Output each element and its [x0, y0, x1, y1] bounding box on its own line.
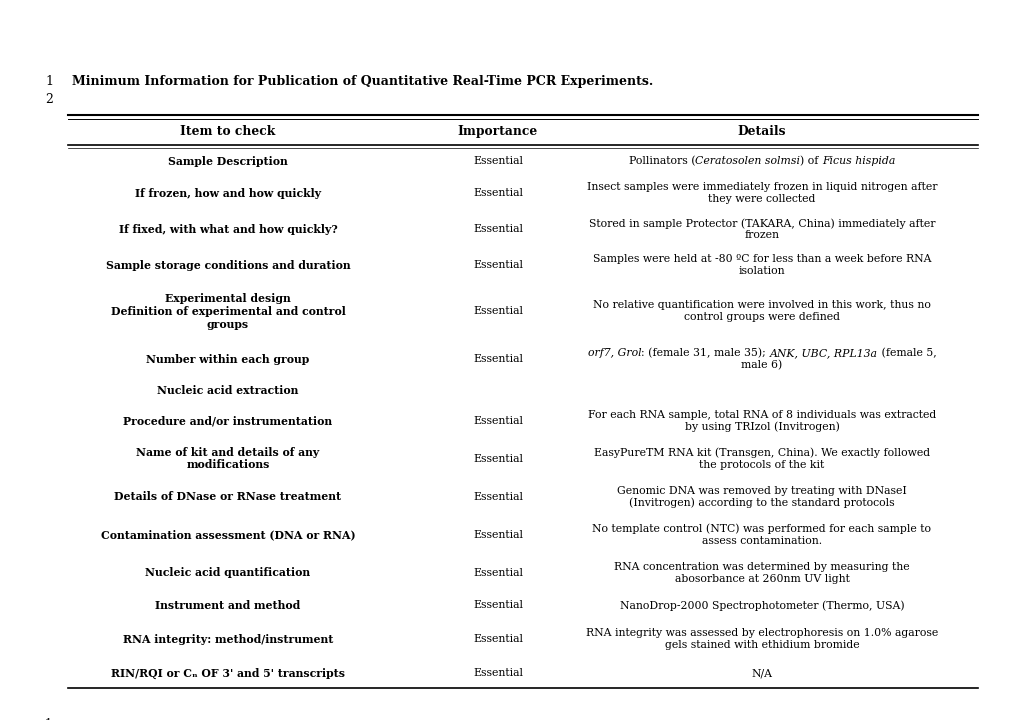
Text: Procedure and/or instrumentation: Procedure and/or instrumentation — [123, 415, 332, 426]
Text: Sample Description: Sample Description — [168, 156, 287, 167]
Text: the protocols of the kit: the protocols of the kit — [699, 459, 823, 469]
Text: Instrument and method: Instrument and method — [155, 600, 301, 611]
Text: Minimum Information for Publication of Quantitative Real-Time PCR Experiments.: Minimum Information for Publication of Q… — [72, 75, 652, 88]
Text: Details: Details — [737, 125, 786, 138]
Text: Essential: Essential — [473, 600, 523, 611]
Text: Nucleic acid quantification: Nucleic acid quantification — [146, 567, 310, 578]
Text: Essential: Essential — [473, 354, 523, 364]
Text: : (female 31, male 35);: : (female 31, male 35); — [641, 348, 768, 359]
Text: RIN/RQI or Cₙ OF 3' and 5' transcripts: RIN/RQI or Cₙ OF 3' and 5' transcripts — [111, 668, 344, 679]
Text: Essential: Essential — [473, 156, 523, 166]
Text: Details of DNase or RNase treatment: Details of DNase or RNase treatment — [114, 491, 341, 502]
Text: Nucleic acid extraction: Nucleic acid extraction — [157, 385, 299, 396]
Text: Genomic DNA was removed by treating with DNaseI: Genomic DNA was removed by treating with… — [616, 485, 906, 495]
Text: Essential: Essential — [473, 454, 523, 464]
Text: Stored in sample Protector (TAKARA, China) immediately after: Stored in sample Protector (TAKARA, Chin… — [588, 218, 934, 229]
Text: Essential: Essential — [473, 668, 523, 678]
Text: For each RNA sample, total RNA of 8 individuals was extracted: For each RNA sample, total RNA of 8 indi… — [587, 410, 935, 420]
Text: gels stained with ethidium bromide: gels stained with ethidium bromide — [664, 641, 858, 650]
Text: 1: 1 — [45, 718, 52, 720]
Text: 1: 1 — [45, 75, 53, 88]
Text: Insect samples were immediately frozen in liquid nitrogen after: Insect samples were immediately frozen i… — [586, 182, 936, 192]
Text: (female 5,: (female 5, — [876, 348, 935, 359]
Text: frozen: frozen — [744, 230, 779, 240]
Text: Essential: Essential — [473, 415, 523, 426]
Text: abosorbance at 260nm UV light: abosorbance at 260nm UV light — [674, 574, 849, 583]
Text: If fixed, with what and how quickly?: If fixed, with what and how quickly? — [118, 224, 337, 235]
Text: Ficus hispida: Ficus hispida — [821, 156, 895, 166]
Text: Contamination assessment (DNA or RNA): Contamination assessment (DNA or RNA) — [101, 529, 355, 540]
Text: isolation: isolation — [738, 266, 785, 276]
Text: RNA integrity was assessed by electrophoresis on 1.0% agarose: RNA integrity was assessed by electropho… — [585, 629, 937, 639]
Text: No template control (NTC) was performed for each sample to: No template control (NTC) was performed … — [592, 523, 930, 534]
Text: assess contamination.: assess contamination. — [701, 536, 821, 546]
Text: Sample storage conditions and duration: Sample storage conditions and duration — [106, 260, 350, 271]
Text: they were collected: they were collected — [707, 194, 815, 204]
Text: NanoDrop-2000 Spectrophotometer (Thermo, USA): NanoDrop-2000 Spectrophotometer (Thermo,… — [620, 600, 904, 611]
Text: Samples were held at -80 ºC for less than a week before RNA: Samples were held at -80 ºC for less tha… — [592, 254, 930, 264]
Text: N/A: N/A — [751, 668, 771, 678]
Text: Essential: Essential — [473, 492, 523, 502]
Text: Importance: Importance — [458, 125, 538, 138]
Text: Essential: Essential — [473, 567, 523, 577]
Text: Essential: Essential — [473, 189, 523, 199]
Text: 2: 2 — [45, 93, 53, 106]
Text: ANK, UBC, RPL13a: ANK, UBC, RPL13a — [768, 348, 876, 359]
Text: Ceratosolen solmsi: Ceratosolen solmsi — [695, 156, 799, 166]
Text: by using TRIzol (Invitrogen): by using TRIzol (Invitrogen) — [684, 421, 839, 432]
Text: EasyPureTM RNA kit (Transgen, China). We exactly followed: EasyPureTM RNA kit (Transgen, China). We… — [593, 447, 929, 458]
Text: RNA integrity: method/instrument: RNA integrity: method/instrument — [122, 634, 333, 645]
Text: ) of: ) of — [799, 156, 821, 166]
Text: Essential: Essential — [473, 261, 523, 271]
Text: Experimental design
Definition of experimental and control
groups: Experimental design Definition of experi… — [110, 293, 345, 330]
Text: If frozen, how and how quickly: If frozen, how and how quickly — [135, 188, 321, 199]
Text: orf7, Grol: orf7, Grol — [587, 348, 641, 359]
Text: No relative quantification were involved in this work, thus no: No relative quantification were involved… — [592, 300, 930, 310]
Text: Essential: Essential — [473, 529, 523, 539]
Text: Number within each group: Number within each group — [147, 354, 310, 365]
Text: Item to check: Item to check — [180, 125, 275, 138]
Text: Essential: Essential — [473, 634, 523, 644]
Text: Essential: Essential — [473, 225, 523, 235]
Text: Essential: Essential — [473, 307, 523, 317]
Text: (Invitrogen) according to the standard protocols: (Invitrogen) according to the standard p… — [629, 498, 894, 508]
Text: control groups were defined: control groups were defined — [684, 312, 840, 323]
Text: RNA concentration was determined by measuring the: RNA concentration was determined by meas… — [613, 562, 909, 572]
Text: Pollinators (: Pollinators ( — [628, 156, 695, 166]
Text: Name of kit and details of any
modifications: Name of kit and details of any modificat… — [137, 446, 319, 470]
Text: male 6): male 6) — [741, 360, 782, 371]
